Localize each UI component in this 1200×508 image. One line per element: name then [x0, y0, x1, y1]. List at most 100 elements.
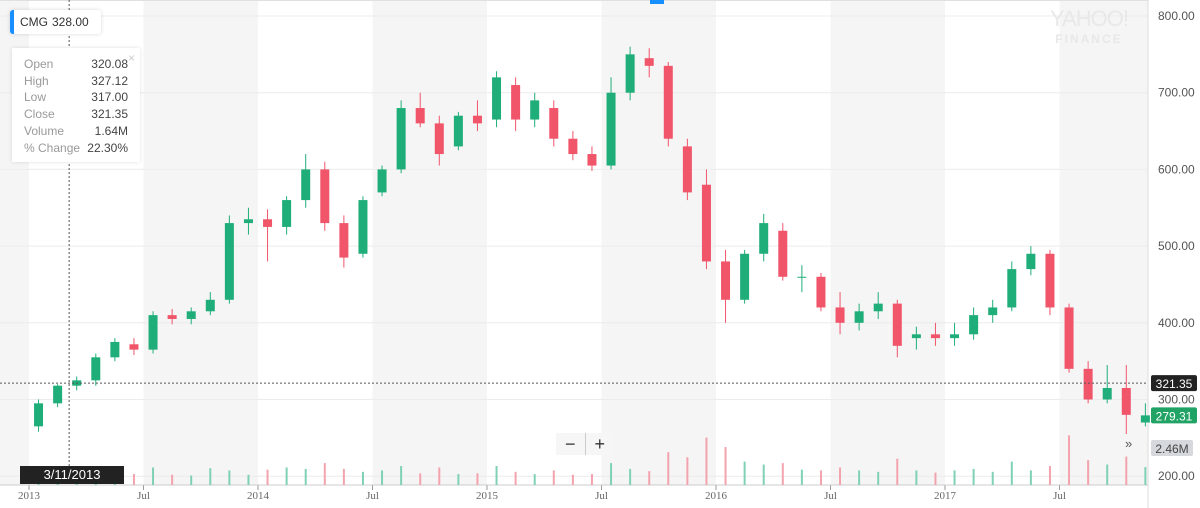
scroll-right-icon[interactable]: » [1125, 436, 1132, 451]
candle-body [301, 169, 311, 201]
tooltip-label: High [24, 73, 49, 88]
x-tick-label: Jul [366, 490, 379, 502]
volume-bar [629, 468, 632, 485]
candle-body [1026, 253, 1036, 270]
ticker-badge[interactable]: CMG 328.00 [10, 10, 101, 34]
candle-body [34, 403, 44, 427]
candle-body [682, 146, 692, 193]
candle-body [778, 230, 788, 277]
candle-body [1102, 387, 1112, 400]
volume-bar [648, 471, 651, 485]
candle-body [110, 341, 120, 358]
volume-bar [724, 447, 727, 485]
tooltip-label: % Change [24, 140, 81, 155]
volume-bar [953, 470, 956, 485]
volume-bar [839, 467, 842, 485]
volume-bar [342, 468, 345, 485]
candle-body [835, 307, 845, 323]
volume-bar [781, 463, 784, 485]
volume-bar [705, 437, 708, 485]
candle-body [167, 315, 177, 319]
volume-bar [800, 469, 803, 485]
volume-bar [667, 452, 670, 485]
zoom-in-button[interactable]: + [584, 433, 615, 455]
close-icon[interactable]: × [127, 51, 135, 65]
volume-bar [1144, 467, 1147, 485]
range-handle[interactable] [650, 0, 664, 4]
volume-bar [419, 473, 422, 485]
candle-body [320, 169, 330, 224]
candle-body [606, 92, 616, 166]
volume-bar [209, 468, 212, 485]
y-tick-label: 300.00 [1158, 393, 1195, 407]
candle-body [243, 219, 253, 224]
candle-body [53, 385, 63, 404]
volume-bar [1125, 456, 1128, 485]
candle-body [415, 108, 425, 124]
tooltip-row: Volume 1.64M [12, 123, 140, 140]
volume-bar [266, 469, 269, 485]
candle-body [873, 303, 883, 312]
logo-text: YAHOO! [1050, 6, 1129, 31]
volume-bar [686, 457, 689, 485]
x-tick-label: 2016 [705, 490, 728, 502]
last-price-label: 279.31 [1156, 409, 1193, 423]
x-tick-label: 2015 [476, 490, 499, 502]
volume-bar [228, 470, 231, 485]
x-tick-label: Jul [595, 490, 608, 502]
volume-bar [1106, 464, 1109, 485]
volume-bar [457, 474, 460, 485]
zoom-out-button[interactable]: − [564, 434, 576, 454]
x-tick-label: Jul [824, 490, 837, 502]
x-tick-label: 2017 [934, 490, 957, 502]
candle-body [530, 100, 540, 120]
ticker-symbol: CMG [20, 15, 48, 29]
background-band [601, 0, 716, 485]
volume-bar [743, 461, 746, 485]
candle-body [129, 344, 139, 350]
candle-body [1045, 253, 1055, 308]
candle-body [930, 334, 940, 339]
candle-body [950, 334, 960, 339]
candle-body [740, 253, 750, 300]
volume-bar [438, 467, 441, 485]
candle-body [282, 200, 292, 227]
volume-bar [476, 473, 479, 485]
tooltip-value: 320.08 [91, 57, 128, 71]
volume-bar [304, 468, 307, 485]
volume-bar [991, 471, 994, 485]
volume-bar [819, 470, 822, 485]
candle-body [339, 223, 349, 258]
volume-bar [361, 471, 364, 485]
x-tick-label: 2013 [18, 490, 41, 502]
volume-bar [972, 468, 975, 485]
candle-body [1140, 415, 1150, 423]
candle-body [148, 315, 158, 350]
background-band [372, 0, 487, 485]
crosshair-price-label-bg [1151, 375, 1197, 392]
crosshair-price-label: 321.35 [1156, 377, 1193, 391]
y-tick-label: 700.00 [1158, 86, 1195, 100]
yahoo-finance-logo: YAHOO! FINANCE [1050, 6, 1129, 49]
volume-bar [323, 463, 326, 485]
y-tick-label: 800.00 [1158, 9, 1195, 23]
tooltip-label: Close [24, 107, 55, 122]
tooltip-label: Low [24, 90, 47, 105]
volume-bar [152, 467, 155, 485]
candle-body [969, 315, 979, 335]
volume-bar [610, 463, 613, 485]
volume-label: 2.46M [1155, 442, 1188, 456]
volume-bar [896, 458, 899, 485]
candle-body [205, 299, 215, 312]
y-tick-label: 600.00 [1158, 162, 1195, 176]
volume-bar [858, 470, 861, 485]
volume-bar [1068, 435, 1071, 485]
tooltip-row: Low 317.00 [12, 89, 140, 106]
volume-bar [132, 474, 135, 485]
candle-body [892, 303, 902, 346]
volume-bar [915, 470, 918, 485]
candle-body [911, 334, 921, 339]
volume-bar [762, 464, 765, 485]
